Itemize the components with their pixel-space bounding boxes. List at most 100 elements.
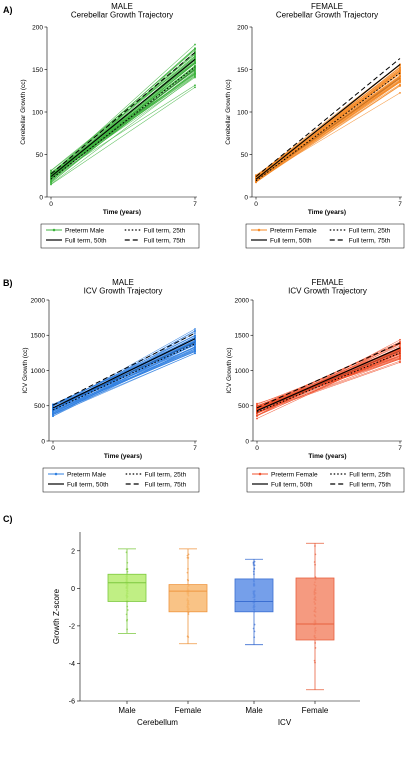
chart-title: ICV Growth Trajectory [84,287,163,296]
legend-label: Preterm Female [270,228,317,235]
preterm-point [194,43,196,46]
preterm-trajectory [52,350,196,413]
x-axis-label: Time (years) [308,453,346,460]
preterm-point [50,183,52,186]
preterm-point [256,408,258,410]
chart-title: Cerebellar Growth Trajectory [71,11,173,20]
preterm-trajectory [52,350,196,411]
y-tick-label: 2 [71,548,75,555]
preterm-trajectory [256,341,401,410]
preterm-mean-line [255,77,401,181]
preterm-point [256,417,258,420]
full-term-line-3 [256,342,401,409]
preterm-mean-line [50,69,196,179]
preterm-point [255,174,257,176]
box-plot-chart: -6 -4 -2 0 2 Growth Z-score Male Female Male Fema… [52,532,360,727]
preterm-trajectory [50,76,196,185]
preterm-trajectory [50,48,196,176]
x-tick-label: 0 [51,445,55,452]
chart-title: Cerebellar Growth Trajectory [276,11,378,20]
preterm-point [50,174,52,176]
legend-label: Preterm Male [65,228,104,235]
y-tick-label: 200 [237,24,248,31]
preterm-point [399,360,401,363]
box-3 [234,578,274,613]
legend-marker [54,472,58,476]
x-tick-label: 7 [193,445,197,452]
preterm-point [399,68,401,71]
y-tick-label: 50 [241,152,249,159]
y-tick-label: 500 [238,403,249,410]
preterm-point [194,349,196,352]
legend-box [42,467,200,493]
y-tick-label: 500 [34,403,45,410]
y-tick-label: 2000 [235,297,250,304]
preterm-point [399,69,401,72]
preterm-point [399,358,401,361]
preterm-point [194,73,196,76]
preterm-point [194,47,196,50]
preterm-point [399,348,401,351]
legend-box [245,223,405,249]
preterm-point [399,344,401,347]
full-term-line-1 [50,58,196,178]
group-label-cerebellum: Cerebellum [137,718,178,727]
preterm-point [194,352,196,355]
preterm-point [399,83,401,86]
y-axis-label: Cerebellar Growth (cc) [225,79,232,144]
x-tick-label: 7 [398,445,402,452]
y-tick-label: 100 [32,109,43,116]
x-tick-label: 7 [193,201,197,208]
full-term-line-3 [52,332,196,406]
preterm-point [52,414,54,416]
x-tick-label: 7 [398,201,402,208]
chart-sex-title: FEMALE [311,278,343,287]
legend-label: Full term, 50th [271,482,313,489]
preterm-trajectory [256,349,401,407]
preterm-point [399,338,401,341]
preterm-point [194,86,196,89]
x-axis-label: Time (years) [103,209,141,216]
full-term-line-2 [52,343,196,411]
y-tick-label: -2 [69,623,75,630]
x-axis-label: Time (years) [308,209,346,216]
preterm-trajectory [256,353,401,416]
preterm-trajectory [256,349,401,414]
preterm-trajectory [50,60,196,180]
full-term-line-2 [256,352,401,413]
x-tick-label: 0 [49,201,53,208]
preterm-point [399,80,401,82]
preterm-point [255,181,257,183]
y-tick-label: -6 [69,699,75,706]
y-tick-label: 50 [36,152,44,159]
panel-label-c: C) [3,514,13,524]
preterm-point [399,340,401,343]
panel-label-a: A) [3,5,13,15]
legend-label: Full term, 25th [145,472,187,479]
preterm-point [194,67,196,70]
box-1 [107,573,147,602]
preterm-point [399,92,401,94]
y-tick-label: 0 [244,194,248,201]
preterm-point [194,328,196,330]
preterm-trajectory [52,350,196,412]
preterm-point [194,334,196,337]
y-tick-label: 0 [245,438,249,445]
chart-sex-title: MALE [111,2,133,11]
y-tick-label: 150 [237,67,248,74]
panel-label-b: B) [3,278,13,288]
x-tick-label: 0 [254,201,258,208]
y-tick-label: 100 [237,109,248,116]
y-tick-label: 1000 [235,368,250,375]
x-axis-label: Time (years) [104,453,142,460]
legend-marker [258,472,262,476]
chart-title: ICV Growth Trajectory [288,287,367,296]
preterm-point [194,332,196,334]
preterm-point [399,75,401,77]
preterm-trajectory [50,44,196,175]
y-tick-label: 2000 [31,297,46,304]
preterm-trajectory [256,362,401,413]
chart-sex-title: MALE [112,278,134,287]
